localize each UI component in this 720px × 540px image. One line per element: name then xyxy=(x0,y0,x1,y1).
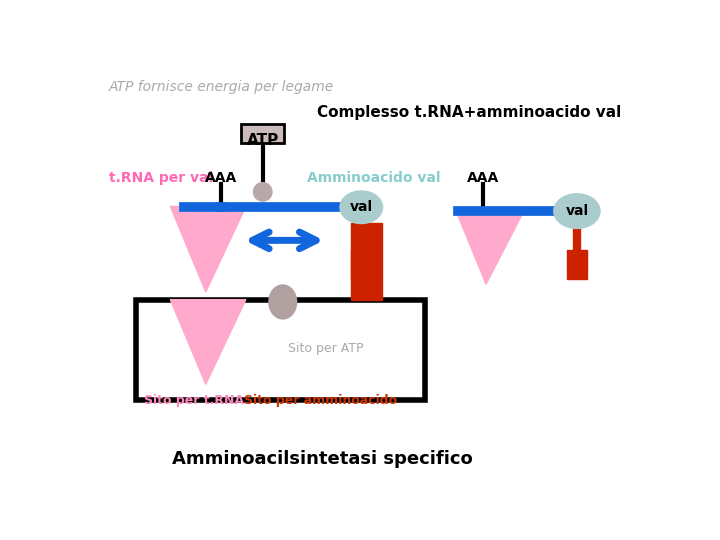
Text: Sito per amminoacido: Sito per amminoacido xyxy=(244,394,397,407)
FancyBboxPatch shape xyxy=(241,124,284,143)
Text: ATP: ATP xyxy=(247,132,279,147)
Text: t.RNA per val: t.RNA per val xyxy=(109,171,213,185)
Text: Amminoacilsintetasi specifico: Amminoacilsintetasi specifico xyxy=(172,450,473,468)
Text: ATP fornisce energia per legame: ATP fornisce energia per legame xyxy=(109,80,334,94)
Ellipse shape xyxy=(554,194,600,228)
Text: Sito per ATP: Sito per ATP xyxy=(288,342,364,355)
Ellipse shape xyxy=(269,285,297,319)
Text: val: val xyxy=(565,204,588,218)
Bar xyxy=(351,249,372,279)
Text: val: val xyxy=(350,200,373,214)
Text: Complesso t.RNA+amminoacido val: Complesso t.RNA+amminoacido val xyxy=(317,105,621,120)
Text: Sito per t.RNA: Sito per t.RNA xyxy=(144,394,244,407)
Ellipse shape xyxy=(340,191,382,224)
Bar xyxy=(137,300,426,400)
Text: Amminoacido val: Amminoacido val xyxy=(307,171,441,185)
Bar xyxy=(351,222,382,300)
Text: AAA: AAA xyxy=(205,171,238,185)
Circle shape xyxy=(253,183,272,201)
Polygon shape xyxy=(171,300,246,384)
Polygon shape xyxy=(456,213,523,284)
Text: AAA: AAA xyxy=(467,171,499,185)
Polygon shape xyxy=(171,206,246,292)
Bar xyxy=(567,249,587,279)
